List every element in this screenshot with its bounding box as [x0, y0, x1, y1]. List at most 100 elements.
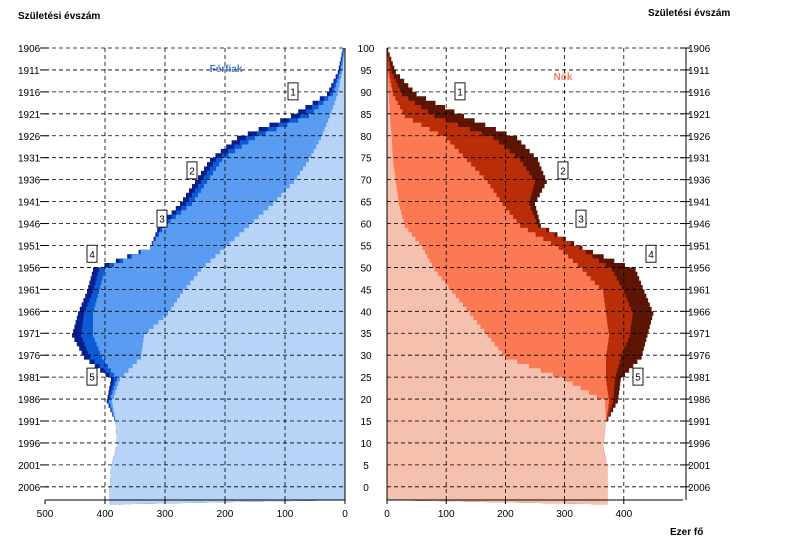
women-series-label: Nők: [554, 72, 573, 83]
birth-year-label-left: 1966: [18, 307, 41, 318]
birth-year-label-right: 2006: [688, 483, 711, 494]
birth-year-label-left: 1986: [18, 395, 41, 406]
age-tick-label: 70: [360, 176, 372, 187]
birth-year-label-left: 1941: [18, 198, 41, 209]
birth-year-label-right: 1931: [688, 154, 711, 165]
age-tick-label: 45: [360, 285, 372, 296]
birth-year-label-left: 1951: [18, 241, 41, 252]
men-x-tick-label: 100: [277, 509, 294, 520]
birth-year-label-left: 1956: [18, 263, 41, 274]
birth-year-label-right: 1936: [688, 176, 711, 187]
women-annotation-label: 2: [560, 166, 566, 177]
women-annotation-box: [454, 82, 466, 101]
annotations: 1 12 23 34 45 5: [86, 82, 657, 386]
women-annotation-box: [575, 209, 587, 228]
birth-year-label-right: 1926: [688, 132, 711, 143]
birth-year-axis-left: 1906 1911 1916 1921 1926 1931 1936 1941 1946 1951…: [18, 44, 49, 494]
men-x-tick-label: 300: [157, 509, 174, 520]
birth-year-label-left: 1906: [18, 44, 41, 55]
birth-year-label-right: 1911: [688, 66, 710, 77]
age-tick-label: 65: [360, 198, 372, 209]
age-tick-label: 30: [360, 351, 372, 362]
age-tick-label: 10: [360, 439, 372, 450]
birth-year-label-left: 1921: [18, 110, 41, 121]
birth-year-label-left: 1911: [18, 66, 40, 77]
birth-year-label-right: 1996: [688, 439, 711, 450]
birth-year-label-left: 1936: [18, 176, 41, 187]
birth-year-label-left: 1991: [18, 417, 41, 428]
birth-year-label-left: 1931: [18, 154, 41, 165]
women-x-tick-label: 300: [556, 509, 573, 520]
birth-year-label-right: 1986: [688, 395, 711, 406]
birth-year-label-left: 1916: [18, 88, 41, 99]
men-panel: Férfiak 500 400 300 200 100 0: [37, 47, 348, 520]
birth-year-label-right: 1946: [688, 220, 711, 231]
age-tick-label: 50: [360, 263, 372, 274]
age-tick-label: 60: [360, 220, 372, 231]
age-tick-label: 15: [360, 417, 372, 428]
age-tick-label: 55: [360, 241, 372, 252]
women-x-tick-label: 0: [384, 509, 390, 520]
right-axis-title: Születési évszám: [648, 8, 730, 19]
men-bars: [72, 48, 345, 505]
unit-label: Ezer fő: [670, 527, 703, 538]
men-annotation-label: 2: [189, 166, 195, 177]
birth-year-label-right: 1991: [688, 417, 711, 428]
age-tick-label: 5: [363, 461, 369, 472]
birth-year-label-left: 1971: [18, 329, 41, 340]
women-x-tick-label: 400: [615, 509, 632, 520]
women-annotation-label: 3: [578, 215, 584, 226]
birth-year-label-right: 1906: [688, 44, 711, 55]
men-annotation-label: 4: [89, 250, 95, 261]
birth-year-label-right: 1921: [688, 110, 711, 121]
birth-year-label-left: 1926: [18, 132, 41, 143]
birth-year-label-right: 1971: [688, 329, 711, 340]
birth-year-label-right: 1981: [688, 373, 711, 384]
men-x-tick-label: 0: [342, 509, 348, 520]
men-x-tick-label: 400: [97, 509, 114, 520]
women-bars: [387, 48, 654, 505]
age-tick-label: 75: [360, 154, 372, 165]
age-tick-label: 20: [360, 395, 372, 406]
men-x-tick-label: 500: [37, 509, 54, 520]
women-annotation-label: 4: [648, 250, 654, 261]
age-tick-label: 85: [360, 110, 372, 121]
birth-year-label-right: 1966: [688, 307, 711, 318]
men-annotation-label: 5: [89, 373, 95, 384]
age-tick-label: 25: [360, 373, 372, 384]
men-annotation-box: [86, 367, 98, 386]
women-annotation-label: 1: [457, 87, 463, 98]
women-annotation-box: [632, 367, 644, 386]
men-annotation-box: [287, 82, 299, 101]
men-annotation-label: 1: [290, 87, 296, 98]
women-annotation-box: [557, 161, 569, 180]
birth-year-axis-right: 1906 1911 1916 1921 1926 1931 1936 1941 1946 1951…: [680, 44, 711, 500]
women-panel: Nők 0 100 200 300 400: [384, 47, 683, 520]
women-gridlines: [386, 47, 683, 501]
women-x-tick-label: 100: [438, 509, 455, 520]
age-tick-label: 40: [360, 307, 372, 318]
left-axis-title: Születési évszám: [18, 11, 100, 22]
men-series-label: Férfiak: [210, 64, 243, 75]
birth-year-label-right: 1941: [688, 198, 711, 209]
birth-year-label-left: 2006: [18, 483, 41, 494]
birth-year-label-right: 1916: [688, 88, 711, 99]
women-layer-1: [387, 48, 608, 505]
age-tick-label: 100: [358, 44, 375, 55]
age-tick-label: 35: [360, 329, 372, 340]
age-axis: 0 5 10 15 20 25 30 35 40 45 50 55 60 65 70 75 80 85 90 95 10…: [358, 44, 375, 494]
age-tick-label: 90: [360, 88, 372, 99]
men-layer-1: [109, 48, 345, 505]
age-tick-label: 0: [363, 483, 369, 494]
age-tick-label: 80: [360, 132, 372, 143]
men-annotation-label: 3: [159, 215, 165, 226]
men-annotation-box: [156, 209, 168, 228]
birth-year-label-right: 1956: [688, 263, 711, 274]
men-annotation-box: [186, 161, 198, 180]
birth-year-label-right: 1951: [688, 241, 711, 252]
birth-year-label-left: 1976: [18, 351, 41, 362]
birth-year-label-left: 1996: [18, 439, 41, 450]
birth-year-label-right: 2001: [688, 461, 711, 472]
men-x-tick-label: 200: [217, 509, 234, 520]
